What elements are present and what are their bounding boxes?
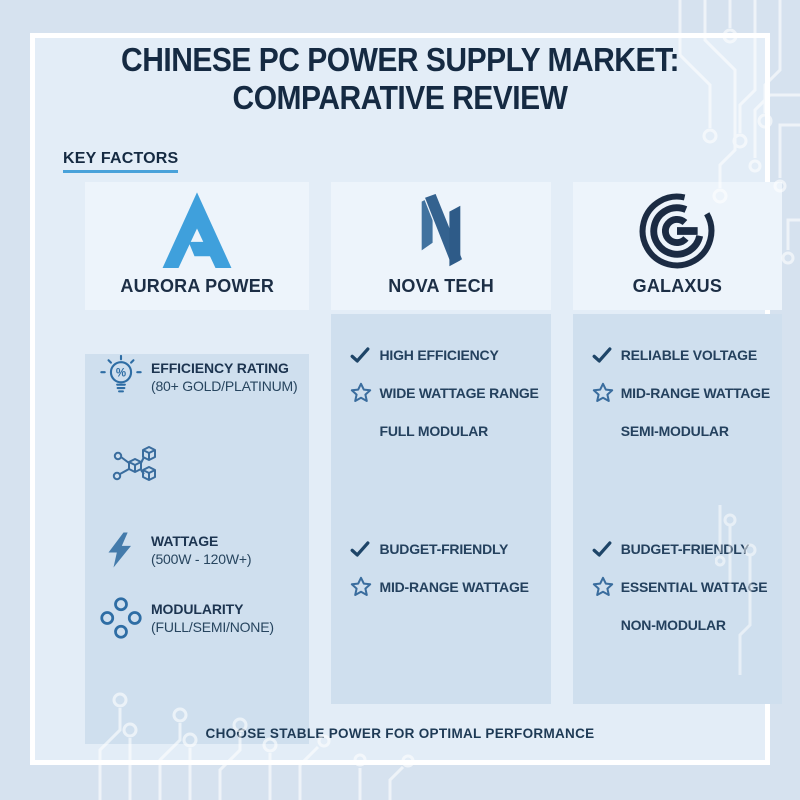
feature-group-top: RELIABLE VOLTAGE MID-RANGE WATTAGE SEMI-… [585, 314, 770, 444]
features-card-galaxus: RELIABLE VOLTAGE MID-RANGE WATTAGE SEMI-… [572, 314, 782, 704]
check-icon [349, 538, 375, 560]
column-aurora-power: AURORA POWER % [85, 182, 310, 744]
nova-n-logo-icon [399, 188, 483, 274]
feature-text: MODULARITY (FULL/SEMI/NONE) [151, 601, 274, 635]
feature-text: EFFICIENCY RATING (80+ GOLD/PLATINUM) [151, 360, 298, 394]
feature-label: WIDE WATTAGE RANGE [379, 385, 539, 401]
star-icon [349, 381, 375, 405]
galaxus-g-logo-icon [634, 188, 720, 274]
section-label-key-factors: KEY FACTORS [63, 150, 179, 173]
feature-item: WIDE WATTAGE RANGE [349, 380, 539, 406]
feature-row-efficiency: % EFFICIENCY RATING (80+ GOLD/PLATINUM) [97, 354, 298, 400]
star-icon [349, 575, 375, 599]
feature-title: EFFICIENCY RATING [151, 360, 289, 376]
star-icon [591, 381, 617, 405]
feature-label: NON-MODULAR [620, 617, 726, 633]
feature-item: RELIABLE VOLTAGE [591, 342, 770, 368]
check-icon [591, 538, 617, 560]
brand-name-aurora: AURORA POWER [120, 276, 275, 296]
brand-name-nova: NOVA TECH [388, 276, 494, 296]
feature-label: BUDGET-FRIENDLY [620, 541, 750, 557]
comparison-columns: AURORA POWER % [85, 182, 782, 744]
feature-row-network [111, 440, 297, 494]
page-title-line1: CHINESE PC POWER SUPPLY MARKET: [121, 42, 679, 79]
feature-label: MID-RANGE WATTAGE [379, 579, 529, 595]
feature-item: BUDGET-FRIENDLY [349, 536, 538, 562]
feature-label: FULL MODULAR [379, 423, 489, 439]
feature-label: BUDGET-FRIENDLY [379, 541, 509, 557]
feature-item: NON-MODULAR [591, 612, 770, 638]
page-title-line2: COMPARATIVE REVIEW [232, 80, 568, 118]
efficiency-lightbulb-icon: % [97, 354, 145, 400]
star-icon [591, 575, 617, 599]
feature-text: WATTAGE (500W - 120W+) [151, 533, 251, 567]
page-title: CHINESE PC POWER SUPPLY MARKET: COMPARAT… [0, 42, 800, 118]
feature-row-modularity: MODULARITY (FULL/SEMI/NONE) [97, 596, 297, 640]
feature-row-wattage: WATTAGE (500W - 120W+) [97, 530, 297, 570]
feature-label: MID-RANGE WATTAGE [620, 385, 770, 401]
feature-group-bottom: BUDGET-FRIENDLY ESSENTIAL WATTAGE NON-MO… [585, 456, 770, 638]
feature-item: ESSENTIAL WATTAGE [591, 574, 770, 600]
footer-tagline: CHOOSE STABLE POWER FOR OPTIMAL PERFORMA… [205, 726, 595, 741]
network-cubes-icon [111, 440, 159, 494]
feature-item: SEMI-MODULAR [591, 418, 770, 444]
feature-label: ESSENTIAL WATTAGE [620, 579, 768, 595]
column-galaxus: GALAXUS RELIABLE VOLTAGE MID-RANGE WAT [572, 182, 782, 744]
feature-subtitle: (80+ GOLD/PLATINUM) [151, 378, 298, 394]
feature-label: HIGH EFFICIENCY [379, 347, 499, 363]
feature-item: FULL MODULAR [349, 418, 538, 444]
feature-item: MID-RANGE WATTAGE [591, 380, 770, 406]
brand-header-nova: NOVA TECH [331, 182, 551, 310]
svg-text:%: % [116, 368, 126, 380]
feature-group-top: HIGH EFFICIENCY WIDE WATTAGE RANGE FULL … [343, 314, 539, 444]
feature-subtitle: (500W - 120W+) [151, 551, 252, 567]
feature-title: WATTAGE [151, 533, 219, 549]
check-icon [349, 344, 375, 366]
feature-label: RELIABLE VOLTAGE [620, 347, 757, 363]
check-icon [591, 344, 617, 366]
brand-header-galaxus: GALAXUS [572, 182, 782, 310]
features-card-nova: HIGH EFFICIENCY WIDE WATTAGE RANGE FULL … [331, 314, 551, 704]
aurora-a-logo-icon [155, 188, 239, 274]
features-card-aurora: % EFFICIENCY RATING (80+ GOLD/PLATINUM) [85, 354, 310, 744]
column-nova-tech: NOVA TECH HIGH EFFICIENCY WIDE WATTAGE [331, 182, 551, 744]
modularity-circles-icon [97, 596, 145, 640]
feature-item: HIGH EFFICIENCY [349, 342, 538, 368]
brand-name-galaxus: GALAXUS [632, 276, 723, 296]
lightning-bolt-icon [97, 530, 145, 570]
feature-group-bottom: BUDGET-FRIENDLY MID-RANGE WATTAGE [343, 456, 538, 600]
feature-item: BUDGET-FRIENDLY [591, 536, 770, 562]
brand-header-aurora: AURORA POWER [85, 182, 310, 310]
feature-title: MODULARITY [151, 601, 244, 617]
feature-subtitle: (FULL/SEMI/NONE) [151, 619, 274, 635]
feature-label: SEMI-MODULAR [620, 423, 729, 439]
feature-item: MID-RANGE WATTAGE [349, 574, 538, 600]
